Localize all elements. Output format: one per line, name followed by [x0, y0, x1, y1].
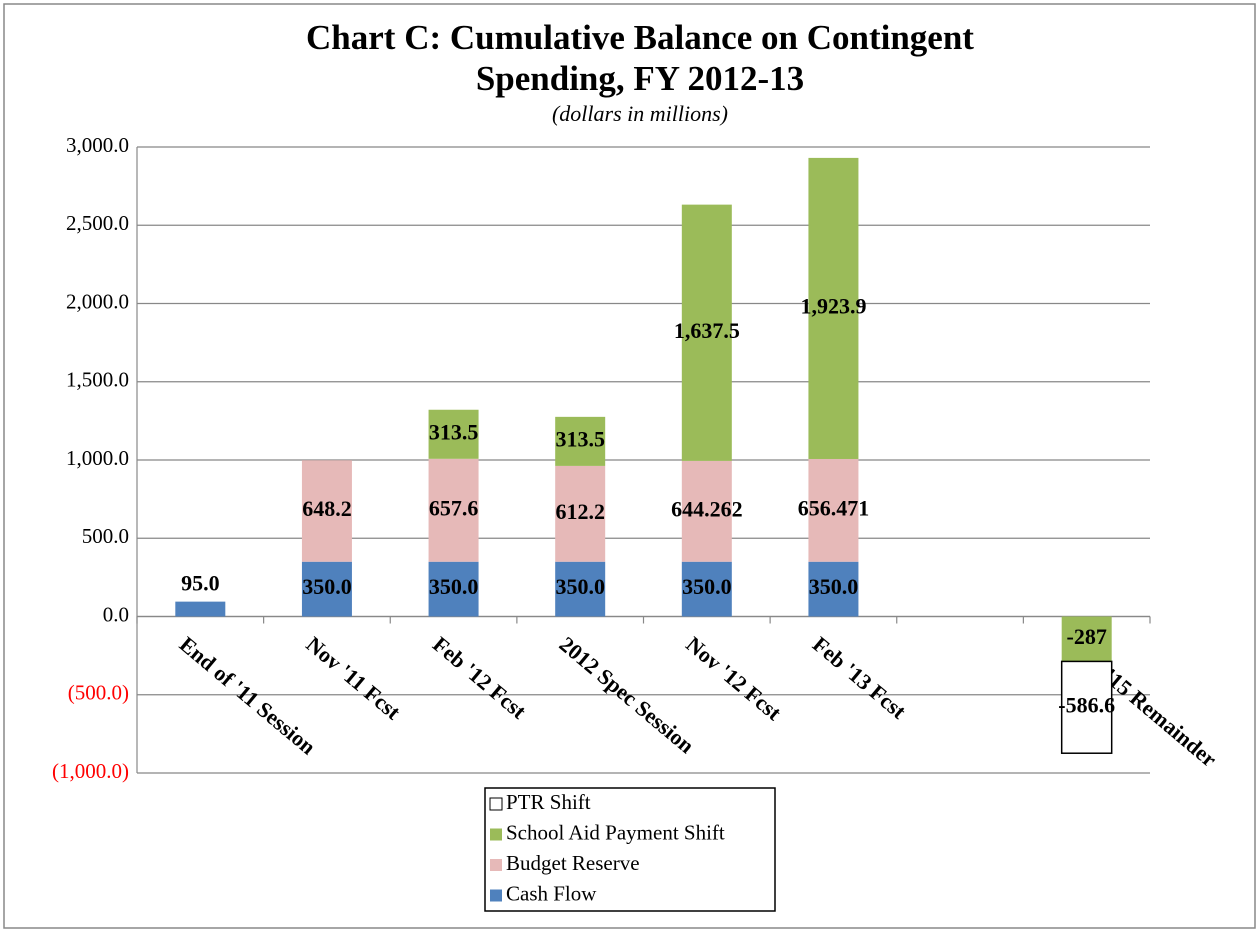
data-label: 612.2 [555, 499, 605, 524]
data-label: 350.0 [682, 574, 732, 599]
data-label: 350.0 [302, 574, 352, 599]
legend-swatch [490, 828, 502, 841]
bar-segment [681, 204, 732, 461]
bar-segment [555, 561, 606, 617]
bar-segment [681, 561, 732, 617]
y-tick-label: (500.0) [68, 681, 129, 705]
y-tick-label: 2,500.0 [66, 211, 129, 235]
data-label: 1,637.5 [674, 318, 740, 343]
y-tick-label: 2,000.0 [66, 289, 129, 313]
data-label: 644.262 [671, 496, 743, 521]
legend-swatch [490, 859, 502, 871]
y-tick-label: 3,000.0 [66, 133, 129, 157]
bar-segment [1060, 660, 1113, 754]
data-label: -586.6 [1058, 692, 1115, 717]
bar-segment [555, 465, 606, 562]
chart-frame [3, 3, 1256, 929]
legend-swatch [490, 889, 502, 902]
bar-segment [1061, 616, 1112, 662]
legend-label: Budget Reserve [506, 851, 640, 875]
data-label: 350.0 [555, 574, 605, 599]
legend-label: PTR Shift [506, 790, 591, 814]
y-tick-label: 0.0 [103, 602, 129, 626]
bar-segment [808, 561, 859, 617]
chart-title: Chart C: Cumulative Balance on Contingen… [306, 18, 974, 57]
y-tick-label: 500.0 [82, 524, 129, 548]
data-label: 1,923.9 [800, 293, 866, 318]
bar-segment [555, 416, 606, 466]
legend-box [484, 787, 776, 912]
data-label: 657.6 [429, 495, 479, 520]
y-tick-label: (1,000.0) [52, 759, 129, 783]
bar-segment [175, 601, 226, 617]
data-label: 656.471 [798, 495, 870, 520]
y-tick-label: 1,000.0 [66, 446, 129, 470]
bar-segment [808, 458, 859, 562]
data-label: 648.2 [302, 496, 352, 521]
chart-title: Spending, FY 2012-13 [476, 59, 804, 98]
chart-subtitle: (dollars in millions) [552, 101, 728, 126]
legend-label: Cash Flow [506, 881, 597, 905]
bar-segment [301, 460, 352, 562]
bar-segment [808, 157, 859, 459]
data-label: 350.0 [809, 574, 859, 599]
data-label: 95.0 [181, 571, 220, 596]
bar-segment [428, 561, 479, 617]
bar-segment [428, 458, 479, 562]
bar-segment [681, 460, 732, 562]
data-label: -287 [1067, 624, 1107, 649]
data-label: 313.5 [429, 419, 479, 444]
data-label: 350.0 [429, 574, 479, 599]
y-tick-label: 1,500.0 [66, 368, 129, 392]
bar-segment [428, 409, 479, 459]
legend-label: School Aid Payment Shift [506, 820, 725, 844]
data-label: 313.5 [555, 426, 605, 451]
legend-swatch [489, 797, 503, 811]
bar-segment [301, 561, 352, 617]
